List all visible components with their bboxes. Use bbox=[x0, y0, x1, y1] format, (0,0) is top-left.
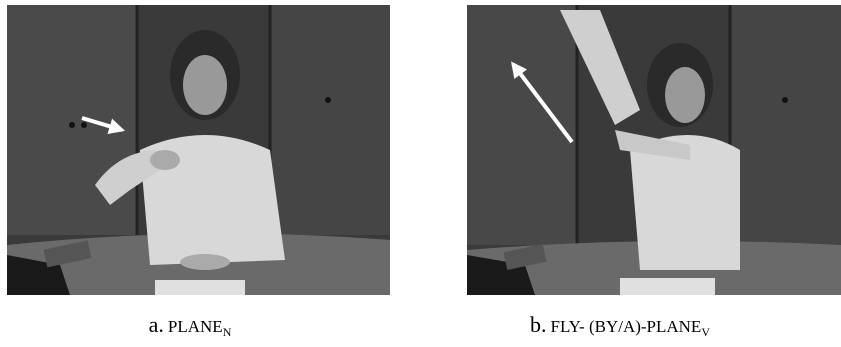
figure: a. PLANEN b. FLY- (BY/A)-PLANEV bbox=[0, 0, 841, 347]
panel-label: b. bbox=[530, 312, 547, 337]
caption-a: a. PLANEN bbox=[149, 312, 232, 339]
subscript: V bbox=[701, 325, 710, 339]
subscript: N bbox=[223, 325, 232, 339]
panel-label: a. bbox=[149, 312, 164, 337]
photo-b bbox=[467, 5, 841, 295]
photo-a bbox=[7, 5, 390, 295]
gloss: PLANE bbox=[168, 317, 223, 336]
caption-b: b. FLY- (BY/A)-PLANEV bbox=[530, 312, 710, 339]
gloss: FLY- (BY/A)-PLANE bbox=[551, 317, 702, 336]
